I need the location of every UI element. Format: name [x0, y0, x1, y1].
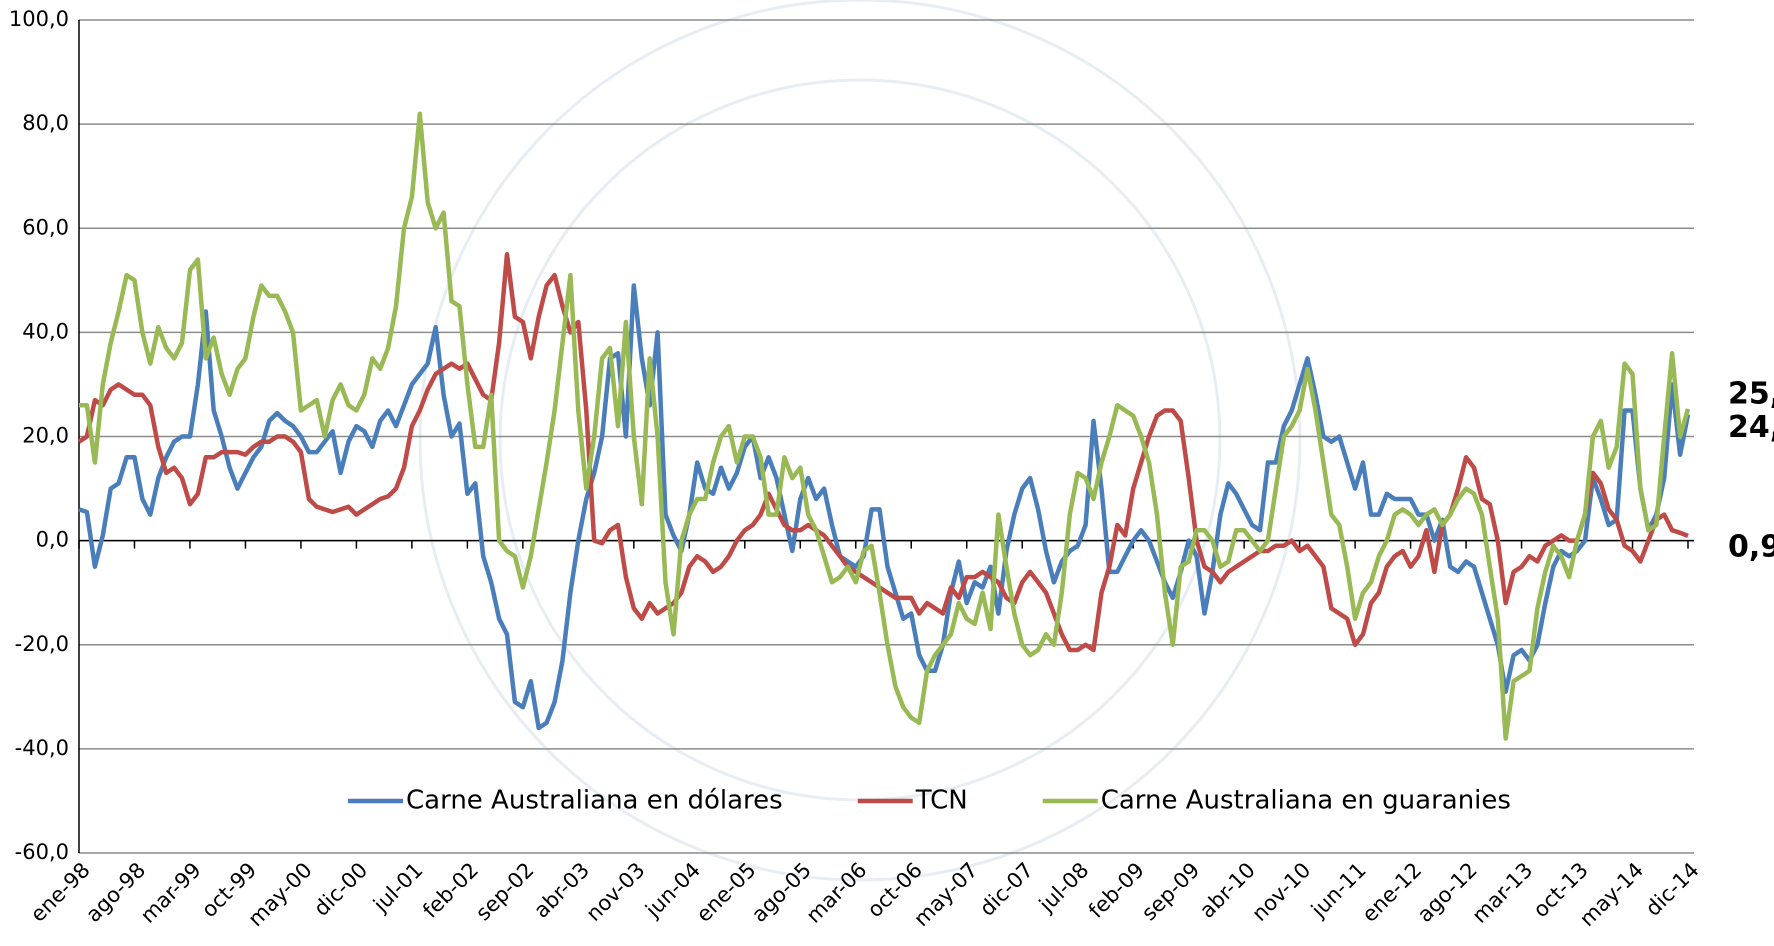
x-tick-label: nov-10	[1247, 858, 1315, 926]
y-tick-label: 80,0	[22, 111, 69, 135]
x-tick-label: sep-02	[471, 858, 539, 926]
x-tick-label: ene-12	[1357, 858, 1426, 927]
x-tick-label: ene-98	[26, 858, 95, 927]
chart: -60,0 -40,0 -20,0 0,0 20,0 40,0 60,0 80,0 100,0 e…	[0, 0, 1774, 946]
x-tick-label: mar-99	[136, 858, 206, 928]
y-tick-label: -20,0	[15, 632, 69, 656]
x-tick-label: ene-05	[692, 858, 761, 927]
y-tick-label: 40,0	[22, 319, 69, 343]
legend-label: TCN	[915, 786, 968, 816]
x-tick-label: mar-06	[802, 858, 872, 928]
x-tick-label: ago-12	[1413, 858, 1482, 927]
y-tick-label: -60,0	[15, 840, 69, 864]
page: -60,0 -40,0 -20,0 0,0 20,0 40,0 60,0 80,0 100,0 e…	[0, 0, 1774, 946]
y-tick-label: 100,0	[9, 7, 69, 31]
value-label: 24,2	[1728, 410, 1774, 445]
x-tick-label: jul-08	[1034, 858, 1094, 918]
x-tick-label: nov-03	[581, 858, 649, 926]
y-tick-label: 60,0	[22, 215, 69, 239]
x-tick-label: sep-09	[1137, 858, 1205, 926]
y-tick-label: -40,0	[15, 736, 69, 760]
series-line	[79, 254, 1688, 650]
value-label: 25,3	[1728, 376, 1774, 411]
x-tick-label: dic-07	[975, 858, 1038, 921]
legend-label: Carne Australiana en guaranies	[1101, 786, 1511, 816]
x-tick-label: feb-09	[1084, 858, 1149, 923]
y-tick-label: 0,0	[36, 528, 69, 552]
x-tick-label: jul-01	[368, 858, 428, 918]
x-tick-label: dic-14	[1641, 858, 1704, 921]
watermark-ring	[500, 80, 1220, 800]
value-label: 0,9	[1728, 529, 1774, 564]
x-tick-label: mar-13	[1467, 858, 1537, 928]
x-tick-label: feb-02	[418, 858, 483, 923]
y-tick-label: 20,0	[22, 424, 69, 448]
x-tick-label: dic-00	[309, 858, 372, 921]
x-tick-label: ago-98	[81, 858, 150, 927]
legend-label: Carne Australiana en dólares	[406, 786, 783, 816]
